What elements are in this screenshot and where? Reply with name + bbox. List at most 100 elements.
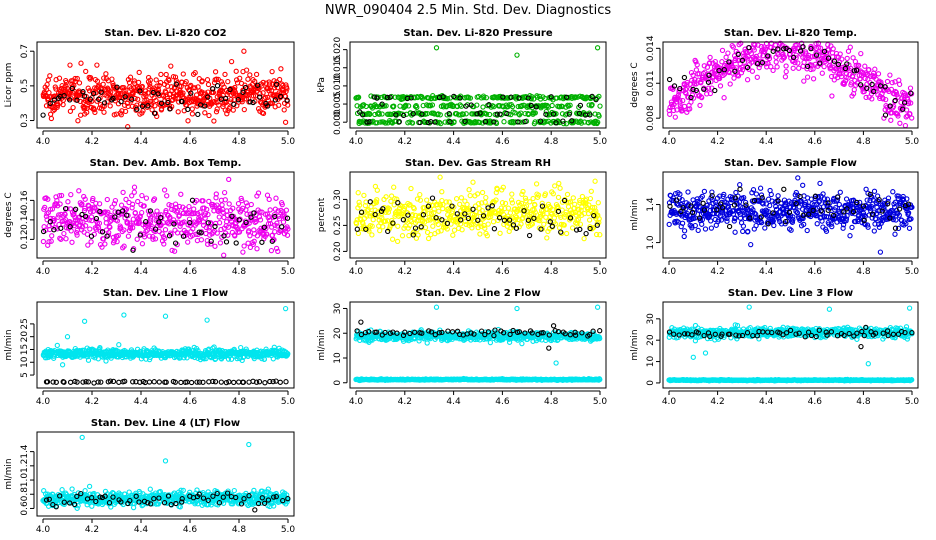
data-point xyxy=(127,74,134,80)
data-point xyxy=(180,90,186,96)
data-point xyxy=(584,95,590,101)
data-point xyxy=(260,110,267,117)
x-tick-label: 4.8 xyxy=(232,397,247,407)
data-point xyxy=(40,238,47,245)
data-point xyxy=(403,102,409,108)
data-point xyxy=(896,81,903,88)
data-point xyxy=(470,179,476,185)
data-point xyxy=(179,94,186,100)
data-point xyxy=(354,226,360,232)
data-point xyxy=(387,94,393,100)
data-point xyxy=(884,78,891,85)
data-point xyxy=(379,101,385,107)
data-point xyxy=(457,102,463,108)
x-tick-label: 4.6 xyxy=(808,267,823,277)
data-point xyxy=(783,68,789,75)
data-point xyxy=(666,221,672,228)
data-point xyxy=(87,226,93,232)
data-point xyxy=(212,379,219,385)
data-point xyxy=(419,95,426,101)
data-point xyxy=(483,95,490,101)
data-point xyxy=(76,80,83,86)
data-point xyxy=(262,94,269,101)
data-point xyxy=(216,214,222,220)
x-tick-label: 4.4 xyxy=(134,267,149,277)
data-point xyxy=(153,77,159,83)
data-point xyxy=(233,68,239,74)
data-point xyxy=(417,191,423,198)
data-point xyxy=(135,96,141,102)
data-point xyxy=(137,88,143,94)
data-point xyxy=(819,70,825,76)
data-point xyxy=(63,236,69,242)
data-point xyxy=(374,187,380,193)
x-tick-label: 5.0 xyxy=(905,137,920,147)
data-point xyxy=(252,78,258,85)
data-point xyxy=(202,110,208,116)
data-point xyxy=(272,229,278,235)
data-point xyxy=(266,196,272,203)
data-point xyxy=(114,84,120,90)
data-point xyxy=(44,81,50,88)
data-point xyxy=(139,103,146,109)
data-point xyxy=(213,76,220,82)
data-point xyxy=(570,195,576,201)
data-point xyxy=(486,102,492,108)
data-point xyxy=(68,228,74,234)
data-point xyxy=(672,114,678,120)
data-point xyxy=(237,75,243,81)
data-point xyxy=(199,89,205,95)
data-point xyxy=(795,175,801,181)
data-point xyxy=(768,191,774,198)
data-point xyxy=(210,86,216,92)
data-point xyxy=(96,96,102,102)
data-point xyxy=(47,100,53,107)
data-points xyxy=(666,175,915,255)
data-point xyxy=(69,85,76,92)
y-axis-label: ml/min xyxy=(317,329,327,360)
data-point xyxy=(185,106,191,113)
x-tick-label: 5.0 xyxy=(593,267,608,277)
data-point xyxy=(262,380,268,386)
x-tick-label: 5.0 xyxy=(593,137,608,147)
data-point xyxy=(284,97,290,103)
data-point xyxy=(400,112,407,119)
data-point xyxy=(530,195,536,202)
data-point xyxy=(154,83,160,89)
data-point xyxy=(56,75,63,81)
data-point xyxy=(721,95,727,101)
data-point xyxy=(897,120,903,126)
data-point xyxy=(444,96,451,102)
data-point xyxy=(100,81,106,87)
data-point xyxy=(737,182,743,188)
y-tick-label: 15 xyxy=(20,344,30,355)
data-point xyxy=(437,112,443,118)
data-point xyxy=(241,106,247,113)
data-point xyxy=(91,380,97,386)
data-point xyxy=(109,97,115,103)
data-point xyxy=(91,106,97,113)
x-tick-label: 4.6 xyxy=(183,397,198,407)
data-point xyxy=(380,224,386,230)
x-tick-label: 4.2 xyxy=(85,267,99,277)
data-point xyxy=(509,191,515,197)
data-point xyxy=(122,108,129,115)
data-point xyxy=(185,239,191,245)
data-point xyxy=(151,379,157,385)
data-point xyxy=(497,230,503,236)
data-point xyxy=(282,305,289,312)
data-point xyxy=(81,318,88,324)
data-point xyxy=(64,334,71,340)
chart-panel-boxtemp: Stan. Dev. Amb. Box Temp.degrees C4.0 4.2… xyxy=(4,158,295,277)
x-axis: 4.0 4.2 4.4 4.6 4.8 5.0 xyxy=(36,260,295,277)
data-point xyxy=(186,203,192,210)
data-point xyxy=(180,71,186,77)
data-point xyxy=(477,231,483,237)
y-tick-label: 0.3 xyxy=(20,113,30,127)
data-point xyxy=(581,235,587,242)
data-point xyxy=(909,115,915,121)
data-point xyxy=(563,121,570,127)
data-point xyxy=(218,87,224,93)
data-point xyxy=(101,103,107,109)
data-point xyxy=(74,75,80,82)
